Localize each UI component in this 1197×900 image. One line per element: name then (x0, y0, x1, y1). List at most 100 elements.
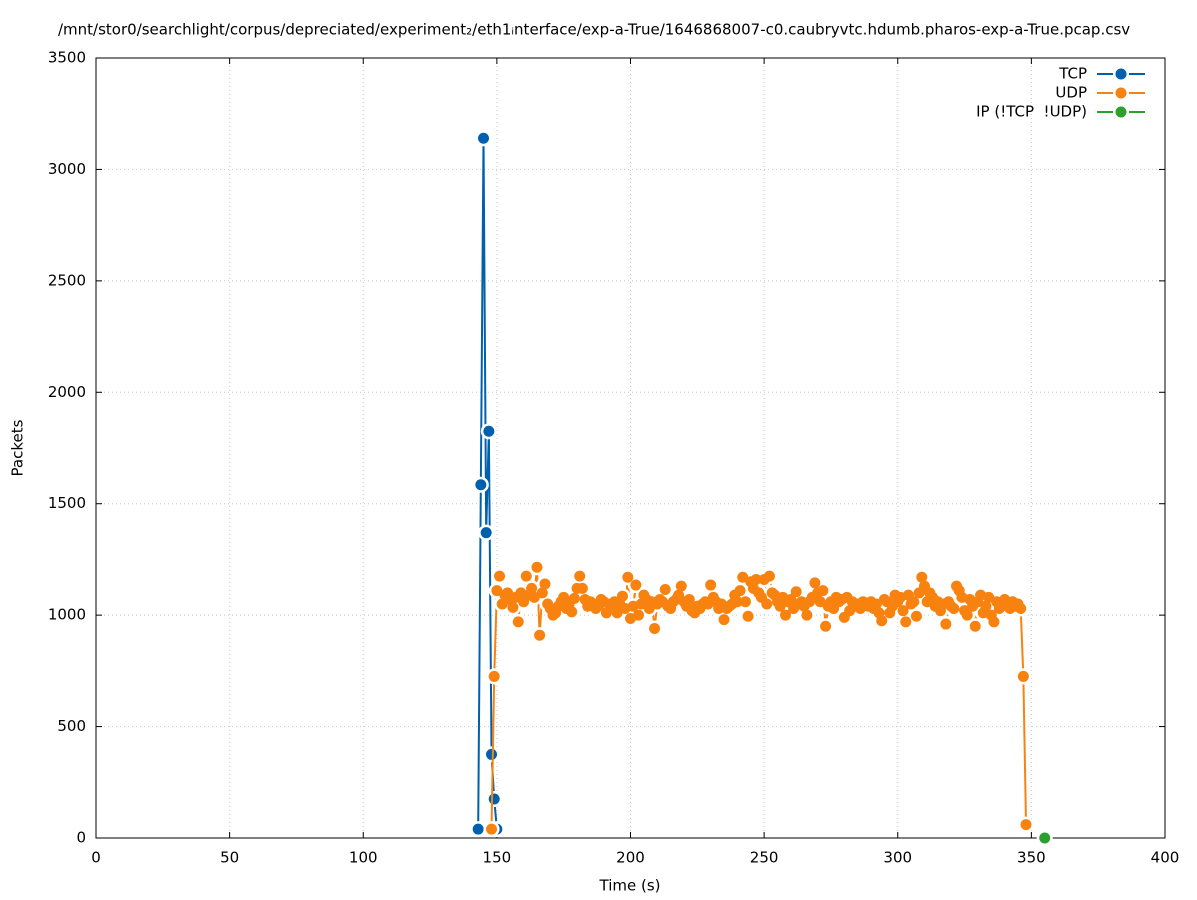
x-tick-label: 300 (883, 849, 912, 867)
x-tick-label: 100 (349, 849, 378, 867)
data-point (940, 618, 952, 630)
data-point (718, 614, 730, 626)
data-point (980, 600, 992, 612)
y-tick-label: 1000 (48, 606, 86, 624)
data-point (488, 793, 500, 805)
data-point (675, 580, 687, 592)
data-point (491, 585, 503, 597)
x-tick-label: 350 (1017, 849, 1046, 867)
data-point (817, 585, 829, 597)
data-point (705, 579, 717, 591)
data-point (568, 592, 580, 604)
x-tick-label: 200 (616, 849, 645, 867)
y-tick-label: 0 (76, 829, 86, 847)
x-tick-label: 150 (483, 849, 512, 867)
data-point (908, 596, 920, 608)
data-point (622, 571, 634, 583)
data-point (520, 570, 532, 582)
data-point (801, 609, 813, 621)
y-tick-label: 3500 (48, 49, 86, 67)
legend-label: TCP (1058, 65, 1087, 83)
data-point (633, 609, 645, 621)
data-point (761, 598, 773, 610)
legend-marker (1115, 68, 1127, 80)
data-point (742, 610, 754, 622)
data-point (820, 620, 832, 632)
data-point (739, 596, 751, 608)
data-point (988, 616, 1000, 628)
data-point (496, 598, 508, 610)
data-point (683, 594, 695, 606)
data-point (528, 591, 540, 603)
data-point (1015, 602, 1027, 614)
data-point (969, 620, 981, 632)
x-axis-label: Time (s) (599, 877, 661, 895)
data-point (734, 585, 746, 597)
x-tick-label: 400 (1151, 849, 1180, 867)
data-point (897, 605, 909, 617)
data-point (790, 586, 802, 598)
data-point (780, 609, 792, 621)
y-tick-label: 500 (57, 717, 86, 735)
data-point (916, 571, 928, 583)
data-point (494, 570, 506, 582)
data-point (526, 582, 538, 594)
data-point (478, 132, 490, 144)
data-point (948, 602, 960, 614)
x-tick-label: 250 (750, 849, 779, 867)
y-tick-label: 3000 (48, 160, 86, 178)
data-point (483, 425, 495, 437)
data-point (649, 623, 661, 635)
data-point (534, 629, 546, 641)
data-point (750, 573, 762, 585)
data-point (814, 596, 826, 608)
data-point (576, 582, 588, 594)
y-tick-label: 2000 (48, 383, 86, 401)
legend-marker (1115, 106, 1127, 118)
data-point (1020, 819, 1032, 831)
data-point (630, 579, 642, 591)
data-point (512, 616, 524, 628)
data-point (486, 748, 498, 760)
plot-frame (95, 57, 1166, 839)
y-axis-label: Packets (9, 419, 27, 476)
data-point (737, 571, 749, 583)
data-point (731, 596, 743, 608)
y-tick-label: 2500 (48, 271, 86, 289)
data-point (566, 606, 578, 618)
x-tick-label: 50 (220, 849, 239, 867)
data-point (870, 598, 882, 610)
data-point (1017, 670, 1029, 682)
data-point (475, 479, 487, 491)
legend-label: IP (!TCP !UDP) (976, 103, 1087, 121)
y-tick-label: 1500 (48, 494, 86, 512)
data-point (785, 594, 797, 606)
data-point (531, 561, 543, 573)
data-point (616, 590, 628, 602)
data-point (659, 584, 671, 596)
x-tick-label: 0 (91, 849, 101, 867)
legend-label: UDP (1055, 84, 1087, 102)
data-point (611, 607, 623, 619)
data-point (574, 570, 586, 582)
data-point (488, 670, 500, 682)
data-point (900, 616, 912, 628)
data-point (536, 587, 548, 599)
data-point (961, 609, 973, 621)
data-point (507, 601, 519, 613)
data-point (539, 578, 551, 590)
data-point (774, 600, 786, 612)
data-point (876, 615, 888, 627)
data-point (809, 577, 821, 589)
data-point (910, 610, 922, 622)
data-point (480, 527, 492, 539)
chart-title: /mnt/stor0/searchlight/corpus/depreciate… (58, 21, 1130, 39)
data-point (983, 591, 995, 603)
data-point (1039, 832, 1051, 844)
data-point (472, 823, 484, 835)
data-point (486, 823, 498, 835)
legend-marker (1115, 87, 1127, 99)
data-point (763, 570, 775, 582)
